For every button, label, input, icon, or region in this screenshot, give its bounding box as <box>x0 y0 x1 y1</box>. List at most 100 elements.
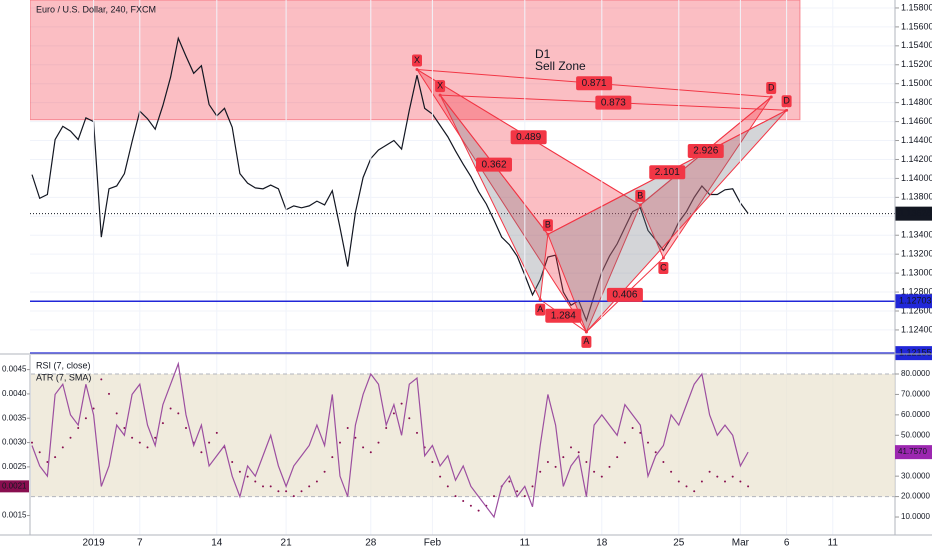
atr-last-tag <box>0 480 29 493</box>
atr-dot <box>254 480 257 483</box>
atr-dot <box>662 461 665 464</box>
last-price-tag <box>895 206 932 221</box>
atr-dot <box>84 417 87 420</box>
point-box <box>766 81 777 94</box>
atr-dot <box>31 441 33 444</box>
atr-dot <box>69 436 72 439</box>
atr-dot <box>200 451 203 454</box>
y-tick-label: 1.12600 <box>901 305 932 315</box>
atr-dot <box>708 470 711 473</box>
rsi-tick-label: 50.0000 <box>901 430 930 439</box>
point-box <box>412 54 422 67</box>
atr-dot <box>77 426 80 429</box>
atr-dot <box>246 475 249 478</box>
y-tick-label: 1.13000 <box>901 267 932 277</box>
atr-dot <box>462 499 465 502</box>
atr-dot <box>724 480 726 483</box>
atr-dot <box>439 475 442 478</box>
atr-dot <box>385 426 388 429</box>
atr-dot <box>416 431 418 434</box>
y-tick-label: 1.15800 <box>901 2 932 12</box>
atr-dot <box>277 490 280 493</box>
atr-dot <box>585 461 588 464</box>
last-price-label: 1.13628 <box>899 208 932 218</box>
atr-dot <box>300 490 303 493</box>
atr-dot <box>508 480 511 483</box>
atr-tick-label: 0.0035 <box>2 413 27 422</box>
rsi-tick-label: 70.0000 <box>901 390 930 399</box>
x-tick-label: 28 <box>365 538 377 549</box>
atr-dot <box>700 480 703 483</box>
atr-dot <box>608 465 611 468</box>
atr-dot <box>215 431 218 434</box>
y-tick-label: 1.13800 <box>901 192 932 202</box>
x-tick-label: 7 <box>137 538 143 549</box>
atr-dot <box>161 422 164 425</box>
point-label: X <box>414 55 420 65</box>
atr-tick-label: 0.0030 <box>2 438 27 447</box>
ratio-label: 0.489 <box>516 132 541 143</box>
x-tick-label: 2019 <box>82 538 105 549</box>
point-label: D <box>768 82 775 92</box>
atr-dot <box>154 436 157 439</box>
point-label: D <box>783 96 790 106</box>
atr-dot <box>677 480 680 483</box>
atr-dot <box>108 392 110 395</box>
y-tick-label: 1.13200 <box>901 249 932 259</box>
atr-dot <box>61 446 64 449</box>
atr-dot <box>208 441 211 444</box>
atr-dot <box>339 441 341 444</box>
atr-dot <box>292 495 295 498</box>
atr-dot <box>346 426 349 429</box>
ratio-box <box>510 130 547 145</box>
ratio-label: 0.873 <box>601 97 626 108</box>
atr-dot <box>400 402 403 405</box>
atr-dot <box>554 465 557 468</box>
atr-dot <box>308 485 311 488</box>
zone-subtitle: Sell Zone <box>535 59 586 73</box>
atr-dot <box>693 490 696 493</box>
ratio-box <box>476 157 512 172</box>
atr-dot <box>531 485 534 488</box>
ratio-box <box>606 287 643 302</box>
x-tick-label: Feb <box>424 538 442 549</box>
atr-dot <box>477 509 480 512</box>
atr-dot <box>54 456 57 459</box>
point-label: B <box>637 190 643 200</box>
level-tag <box>895 346 932 361</box>
atr-dot <box>269 485 272 488</box>
ratio-label: 0.406 <box>612 290 637 301</box>
x-tick-label: 14 <box>211 538 223 549</box>
point-box <box>435 80 446 93</box>
point-label: A <box>583 336 589 346</box>
pattern-point <box>638 203 642 207</box>
atr-dot <box>138 441 141 444</box>
atr-dot <box>493 495 495 498</box>
atr-dot <box>562 456 565 459</box>
atr-dot <box>593 470 596 473</box>
atr-dot <box>747 485 750 488</box>
atr-dot <box>431 461 434 464</box>
y-tick-label: 1.14200 <box>901 154 932 164</box>
atr-dot <box>731 475 734 478</box>
atr-dot <box>516 490 519 493</box>
point-box <box>781 95 792 108</box>
y-tick-label: 1.13400 <box>901 230 932 240</box>
atr-dot <box>739 480 742 483</box>
point-label: A <box>537 304 543 314</box>
atr-tick-label: 0.0015 <box>2 511 27 520</box>
x-tick-label: 11 <box>520 538 531 549</box>
atr-dot <box>315 480 318 483</box>
x-tick-label: 11 <box>828 538 839 549</box>
pattern-point <box>785 108 789 112</box>
price-line <box>31 36 749 323</box>
zone-title: D1 <box>535 47 551 61</box>
rsi-tick-label: 20.0000 <box>901 492 930 501</box>
x-tick-label: 18 <box>596 538 608 549</box>
atr-dot <box>285 490 288 493</box>
atr-dot <box>123 426 126 429</box>
y-tick-label: 1.14400 <box>901 135 932 145</box>
rsi-name: RSI (7, close) <box>36 360 91 370</box>
rsi-tick-label: 10.0000 <box>901 512 930 521</box>
